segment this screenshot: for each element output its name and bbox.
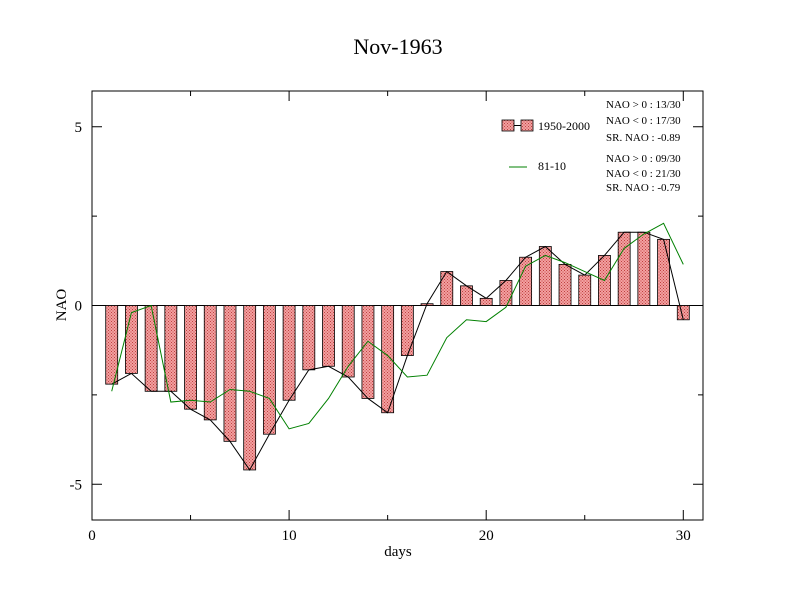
bar-day-29 <box>657 238 670 306</box>
x-axis-label: days <box>384 544 412 560</box>
legend-label-1: 1950-2000 <box>538 119 590 133</box>
bar-day-7 <box>223 305 237 442</box>
bar-day-24 <box>558 263 572 306</box>
stat-2-positive: NAO > 0 : 09/30 <box>606 153 681 165</box>
series-line-1 <box>111 231 684 471</box>
legend-bar-swatch-1 <box>501 119 515 132</box>
bar-day-1 <box>105 305 119 385</box>
bar-day-25 <box>578 274 592 306</box>
stat-1-sr: SR. NAO : -0.89 <box>606 132 681 144</box>
bar-day-30 <box>676 305 690 321</box>
bar-day-16 <box>400 305 414 356</box>
bar-day-27 <box>617 231 631 306</box>
bar-day-3 <box>144 305 158 392</box>
x-tick-label: 20 <box>479 528 494 544</box>
legend: 1950-2000 81-10 NAO > 0 : 13/30 NAO < 0 … <box>501 99 681 194</box>
bar-day-14 <box>361 305 375 399</box>
stat-2-negative: NAO < 0 : 21/30 <box>606 168 681 180</box>
bar-day-12 <box>322 305 335 367</box>
bar-day-18 <box>440 271 454 306</box>
bar-day-9 <box>262 305 276 435</box>
bar-day-2 <box>125 305 138 374</box>
bar-day-15 <box>381 305 395 414</box>
y-tick-label: 5 <box>75 120 83 136</box>
series-line-2 <box>111 222 684 430</box>
bar-day-4 <box>164 305 178 392</box>
bar-day-6 <box>203 305 217 421</box>
stat-2-sr: SR. NAO : -0.79 <box>606 182 681 194</box>
bar-day-20 <box>479 297 493 306</box>
bar-day-22 <box>519 256 533 306</box>
bar-day-5 <box>184 305 197 410</box>
y-axis-label: NAO <box>54 289 70 322</box>
legend-label-2: 81-10 <box>538 159 566 173</box>
x-tick-label: 0 <box>88 528 96 544</box>
stat-1-positive: NAO > 0 : 13/30 <box>606 99 681 111</box>
legend-bar-swatch-1b <box>520 119 534 132</box>
bar-day-11 <box>302 305 316 371</box>
chart-title: Nov-1963 <box>353 34 442 59</box>
bar-day-8 <box>243 305 257 471</box>
bar-day-10 <box>282 305 296 401</box>
y-tick-label: 0 <box>75 299 83 315</box>
y-tick-label: -5 <box>70 477 83 493</box>
bar-day-28 <box>637 231 651 306</box>
x-tick-label: 10 <box>282 528 297 544</box>
x-tick-label: 30 <box>676 528 691 544</box>
stat-1-negative: NAO < 0 : 17/30 <box>606 115 681 127</box>
